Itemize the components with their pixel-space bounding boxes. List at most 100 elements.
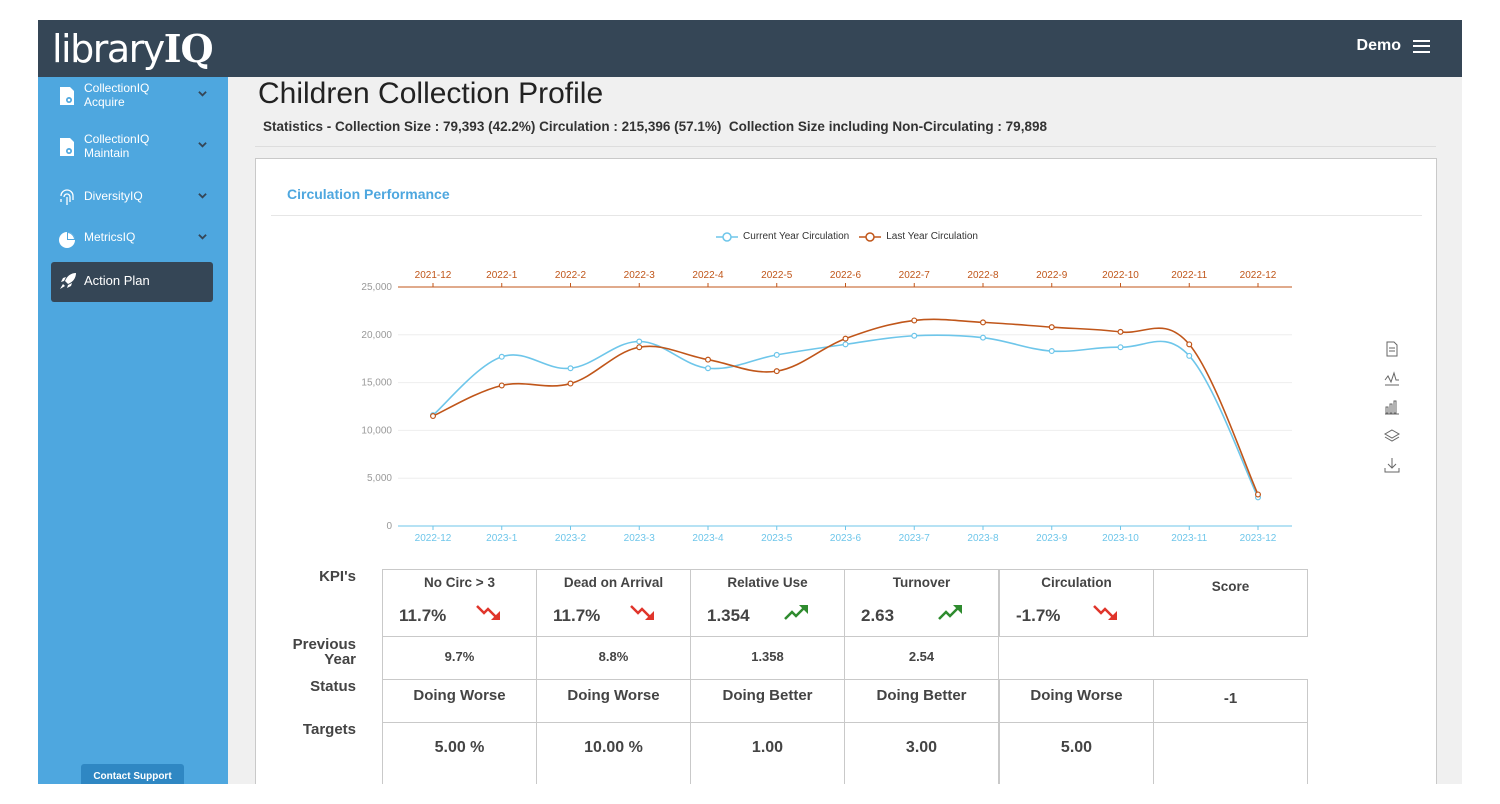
- data-point: [979, 319, 986, 326]
- statistics-line: Statistics - Collection Size : 79,393 (4…: [263, 119, 1047, 134]
- y-tick-label: 20,000: [361, 330, 392, 341]
- sidebar-item-diversityiq[interactable]: DiversityIQ: [38, 181, 228, 221]
- data-point: [567, 365, 574, 372]
- divider: [271, 215, 1422, 216]
- trend-down-icon: [630, 605, 654, 620]
- x-tick-label-bottom: 2023-12: [1240, 533, 1277, 544]
- kpi-dead-on-arrival: Dead on Arrival 11.7%: [536, 569, 691, 637]
- score-value: -1: [1153, 679, 1308, 723]
- data-point: [1186, 352, 1193, 359]
- divider: [255, 146, 1436, 147]
- kpi-turnover: Turnover 2.63: [844, 569, 999, 637]
- status-value: Doing Better: [844, 679, 999, 723]
- x-tick-label-top: 2022-9: [1036, 270, 1068, 281]
- target-value: [1153, 722, 1308, 784]
- x-tick-label-top: 2022-6: [830, 270, 862, 281]
- x-tick-label-top: 2022-12: [1240, 270, 1277, 281]
- pie-chart-icon: [59, 232, 75, 248]
- target-value: 5.00: [999, 722, 1154, 784]
- targets-row-label: Targets: [302, 721, 356, 738]
- data-point: [842, 335, 849, 342]
- legend-current-year[interactable]: Current Year Circulation: [716, 231, 849, 242]
- data-point: [773, 368, 780, 375]
- chevron-down-icon[interactable]: [198, 89, 207, 98]
- x-tick-label-bottom: 2023-8: [967, 533, 999, 544]
- x-tick-label-bottom: 2022-12: [415, 533, 452, 544]
- previous-value: 2.54: [844, 636, 999, 680]
- line-chart-icon[interactable]: [1384, 370, 1400, 386]
- user-menu[interactable]: Demo: [1357, 37, 1430, 55]
- action-plan-button[interactable]: Action Plan: [51, 262, 213, 302]
- data-point: [1048, 324, 1055, 331]
- legend-line-marker: [859, 231, 882, 242]
- sidebar-item-metricsiq[interactable]: MetricsIQ: [38, 222, 228, 262]
- stack-icon[interactable]: [1383, 428, 1401, 444]
- rocket-icon: [60, 273, 76, 289]
- status-value: Doing Better: [690, 679, 845, 723]
- previous-value: 9.7%: [382, 636, 537, 680]
- y-tick-label: 25,000: [361, 282, 392, 293]
- legend-last-year[interactable]: Last Year Circulation: [859, 231, 978, 242]
- data-point: [979, 334, 986, 341]
- chevron-down-icon[interactable]: [198, 191, 207, 200]
- status-value: Doing Worse: [536, 679, 691, 723]
- contact-support-button[interactable]: Contact Support: [81, 764, 184, 784]
- data-point: [911, 332, 918, 339]
- data-point: [498, 382, 505, 389]
- main-content: Children Collection Profile Statistics -…: [228, 77, 1462, 784]
- data-point: [1117, 344, 1124, 351]
- fingerprint-icon: [60, 189, 74, 205]
- x-tick-label-bottom: 2023-1: [486, 533, 518, 544]
- data-point: [1048, 348, 1055, 355]
- series-line-current-year: [432, 334, 1259, 498]
- data-point: [842, 341, 849, 348]
- data-point: [911, 317, 918, 324]
- target-value: 3.00: [844, 722, 999, 784]
- x-tick-label-top: 2022-8: [967, 270, 999, 281]
- x-tick-label-top: 2022-4: [692, 270, 724, 281]
- y-tick-label: 5,000: [367, 473, 392, 484]
- x-tick-label-bottom: 2023-4: [692, 533, 724, 544]
- x-tick-label-bottom: 2023-3: [624, 533, 656, 544]
- trend-up-icon: [938, 605, 962, 620]
- page-title: Children Collection Profile: [258, 77, 604, 110]
- y-tick-label: 0: [386, 521, 392, 532]
- x-tick-label-top: 2022-10: [1102, 270, 1139, 281]
- target-value: 1.00: [690, 722, 845, 784]
- x-tick-label-top: 2021-12: [415, 270, 452, 281]
- document-gear-icon: [60, 87, 74, 105]
- data-point: [705, 356, 712, 363]
- legend-line-marker: [716, 231, 739, 242]
- librariq-logo[interactable]: libraryIQ: [52, 26, 214, 71]
- chevron-down-icon[interactable]: [198, 232, 207, 241]
- data-point: [498, 353, 505, 360]
- trend-up-icon: [784, 605, 808, 620]
- status-value: Doing Worse: [999, 679, 1154, 723]
- circulation-line-chart: 0 5,000 10,000 15,000 20,000 25,000 2022-12 202…: [361, 270, 1292, 544]
- data-view-icon[interactable]: [1384, 341, 1400, 357]
- x-tick-label-bottom: 2023-11: [1171, 533, 1207, 544]
- trend-down-icon: [1093, 605, 1117, 620]
- download-icon[interactable]: [1384, 457, 1400, 473]
- sidebar-item-collectioniq-maintain[interactable]: CollectionIQ Maintain: [38, 130, 228, 170]
- data-point: [430, 413, 437, 420]
- kpi-circulation: Circulation -1.7%: [999, 569, 1154, 637]
- x-tick-label-bottom: 2023-6: [830, 533, 862, 544]
- chevron-down-icon[interactable]: [198, 140, 207, 149]
- trend-down-icon: [476, 605, 500, 620]
- user-name: Demo: [1356, 37, 1401, 54]
- hamburger-menu-icon[interactable]: [1413, 39, 1430, 53]
- status-row-label: Status: [310, 678, 356, 695]
- app-window: libraryIQ Demo CollectionIQ Acquire Colle…: [38, 20, 1462, 784]
- x-tick-label-bottom: 2023-5: [761, 533, 793, 544]
- kpi-score: Score: [1153, 569, 1308, 637]
- data-point: [1186, 341, 1193, 348]
- kpi-row-label: KPI's: [319, 568, 356, 585]
- x-tick-label-top: 2022-1: [486, 270, 518, 281]
- data-point: [636, 344, 643, 351]
- data-point: [1117, 328, 1124, 335]
- sidebar-item-collectioniq-acquire[interactable]: CollectionIQ Acquire: [38, 79, 228, 119]
- bar-chart-icon[interactable]: [1384, 399, 1400, 415]
- x-tick-label-top: 2022-2: [555, 270, 587, 281]
- x-tick-label-top: 2022-3: [624, 270, 656, 281]
